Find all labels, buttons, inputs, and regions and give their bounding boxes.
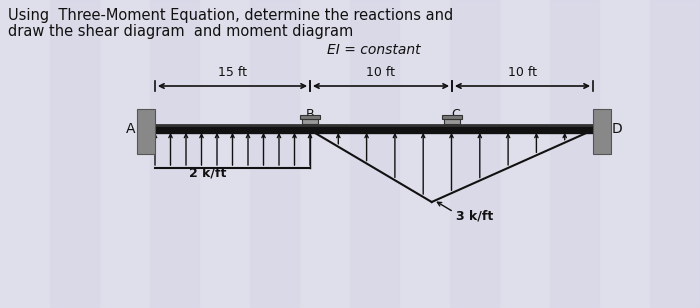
Bar	[302, 119, 318, 124]
Text: A: A	[126, 122, 136, 136]
Bar	[150, 0, 200, 308]
Bar	[100, 0, 150, 308]
Bar	[400, 0, 450, 308]
Bar	[50, 0, 100, 308]
Bar	[500, 0, 550, 308]
Text: Using  Three-Moment Equation, determine the reactions and: Using Three-Moment Equation, determine t…	[8, 8, 454, 23]
Bar	[250, 0, 300, 308]
Bar	[137, 109, 155, 154]
Text: EI = constant: EI = constant	[327, 43, 421, 57]
Bar	[593, 109, 611, 154]
Text: C: C	[452, 108, 461, 121]
Bar	[550, 0, 600, 308]
Text: B: B	[306, 108, 314, 121]
Bar	[200, 0, 250, 308]
Text: 2 k/ft: 2 k/ft	[189, 167, 226, 180]
Text: 10 ft: 10 ft	[508, 66, 537, 79]
Text: 3 k/ft: 3 k/ft	[456, 209, 493, 222]
Text: 15 ft: 15 ft	[218, 66, 247, 79]
Text: 10 ft: 10 ft	[367, 66, 395, 79]
Bar	[300, 0, 350, 308]
Bar	[442, 115, 462, 119]
Bar	[600, 0, 650, 308]
Bar	[450, 0, 500, 308]
Bar	[650, 0, 700, 308]
Bar	[0, 0, 50, 308]
Bar	[300, 115, 320, 119]
Text: draw the shear diagram  and moment diagram: draw the shear diagram and moment diagra…	[8, 24, 354, 39]
Bar	[444, 119, 460, 124]
Text: D: D	[612, 122, 622, 136]
Bar	[350, 0, 400, 308]
